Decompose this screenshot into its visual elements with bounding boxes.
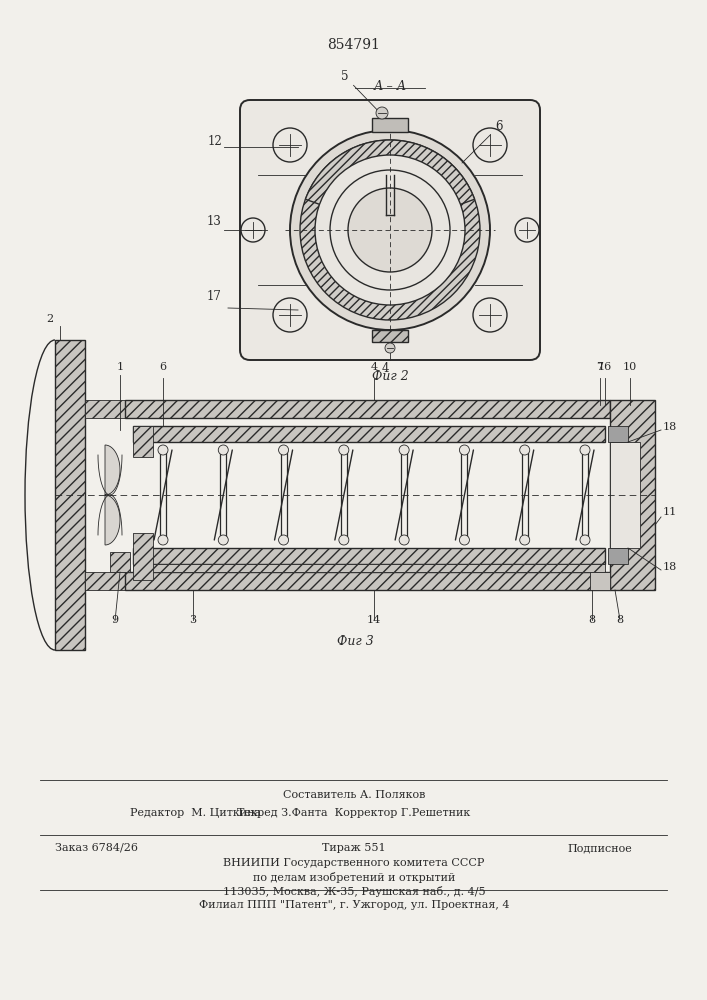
Circle shape xyxy=(330,170,450,290)
Text: 12: 12 xyxy=(207,135,222,148)
Text: Фиг 3: Фиг 3 xyxy=(337,635,373,648)
Text: 9: 9 xyxy=(112,615,119,625)
Text: 2: 2 xyxy=(47,314,54,324)
Circle shape xyxy=(279,535,288,545)
Circle shape xyxy=(580,535,590,545)
Circle shape xyxy=(241,218,265,242)
Circle shape xyxy=(290,130,490,330)
Text: 14: 14 xyxy=(367,615,381,625)
Text: Редактор  М. Циткина: Редактор М. Циткина xyxy=(130,808,261,818)
Polygon shape xyxy=(590,572,610,590)
Circle shape xyxy=(300,140,480,320)
Wedge shape xyxy=(305,140,474,230)
Circle shape xyxy=(218,535,228,545)
Text: 4: 4 xyxy=(370,362,378,372)
Text: Фиг 2: Фиг 2 xyxy=(372,370,409,383)
Text: 854791: 854791 xyxy=(327,38,380,52)
Circle shape xyxy=(473,298,507,332)
Bar xyxy=(133,533,153,580)
Text: 10: 10 xyxy=(623,362,637,372)
Text: Заказ 6784/26: Заказ 6784/26 xyxy=(55,843,138,853)
Text: А – А: А – А xyxy=(373,80,407,93)
Bar xyxy=(372,330,408,342)
Text: Подписное: Подписное xyxy=(568,843,632,853)
Text: 1: 1 xyxy=(117,362,124,372)
Circle shape xyxy=(399,535,409,545)
Text: ВНИИПИ Государственного комитета СССР: ВНИИПИ Государственного комитета СССР xyxy=(223,858,485,868)
Text: Тираж 551: Тираж 551 xyxy=(322,843,386,853)
Polygon shape xyxy=(85,400,125,418)
Text: 11: 11 xyxy=(663,507,677,517)
Text: 3: 3 xyxy=(189,615,197,625)
Bar xyxy=(125,400,610,418)
Bar xyxy=(372,118,408,132)
FancyBboxPatch shape xyxy=(240,100,540,360)
Circle shape xyxy=(279,445,288,455)
Text: 8: 8 xyxy=(588,615,595,625)
Circle shape xyxy=(460,445,469,455)
Polygon shape xyxy=(85,572,125,590)
Text: 4: 4 xyxy=(381,362,389,375)
Circle shape xyxy=(376,107,388,119)
Polygon shape xyxy=(608,548,628,564)
Bar xyxy=(133,426,605,442)
Text: Филиал ППП "Патент", г. Ужгород, ул. Проектная, 4: Филиал ППП "Патент", г. Ужгород, ул. Про… xyxy=(199,900,509,910)
Circle shape xyxy=(520,535,530,545)
Polygon shape xyxy=(610,442,640,548)
Text: 17: 17 xyxy=(207,290,222,303)
Polygon shape xyxy=(105,445,120,545)
Text: 113035, Москва, Ж-35, Раушская наб., д. 4/5: 113035, Москва, Ж-35, Раушская наб., д. … xyxy=(223,886,485,897)
Bar xyxy=(125,572,610,590)
Circle shape xyxy=(339,445,349,455)
Text: 6: 6 xyxy=(462,120,503,163)
Text: по делам изобретений и открытий: по делам изобретений и открытий xyxy=(253,872,455,883)
Text: 13: 13 xyxy=(207,215,222,228)
Polygon shape xyxy=(608,426,628,442)
Circle shape xyxy=(218,445,228,455)
Bar xyxy=(133,564,605,572)
Circle shape xyxy=(580,445,590,455)
Bar xyxy=(133,548,605,564)
Bar xyxy=(610,400,655,590)
Circle shape xyxy=(399,445,409,455)
Bar xyxy=(133,426,153,457)
Text: 6: 6 xyxy=(160,362,167,372)
Bar xyxy=(110,552,130,572)
Text: Техред З.Фанта  Корректор Г.Решетник: Техред З.Фанта Корректор Г.Решетник xyxy=(238,808,471,818)
Circle shape xyxy=(158,535,168,545)
Text: 8: 8 xyxy=(617,615,624,625)
Text: 16: 16 xyxy=(598,362,612,372)
Text: 5: 5 xyxy=(341,70,383,116)
Text: 18: 18 xyxy=(663,422,677,432)
Text: Составитель А. Поляков: Составитель А. Поляков xyxy=(283,790,425,800)
Circle shape xyxy=(515,218,539,242)
Text: 7: 7 xyxy=(597,362,604,372)
Circle shape xyxy=(273,298,307,332)
Circle shape xyxy=(273,128,307,162)
Circle shape xyxy=(339,535,349,545)
Circle shape xyxy=(158,445,168,455)
Circle shape xyxy=(520,445,530,455)
Circle shape xyxy=(385,343,395,353)
Bar xyxy=(55,340,85,650)
Text: 18: 18 xyxy=(663,562,677,572)
Circle shape xyxy=(460,535,469,545)
Circle shape xyxy=(348,188,432,272)
Circle shape xyxy=(473,128,507,162)
Circle shape xyxy=(315,155,465,305)
